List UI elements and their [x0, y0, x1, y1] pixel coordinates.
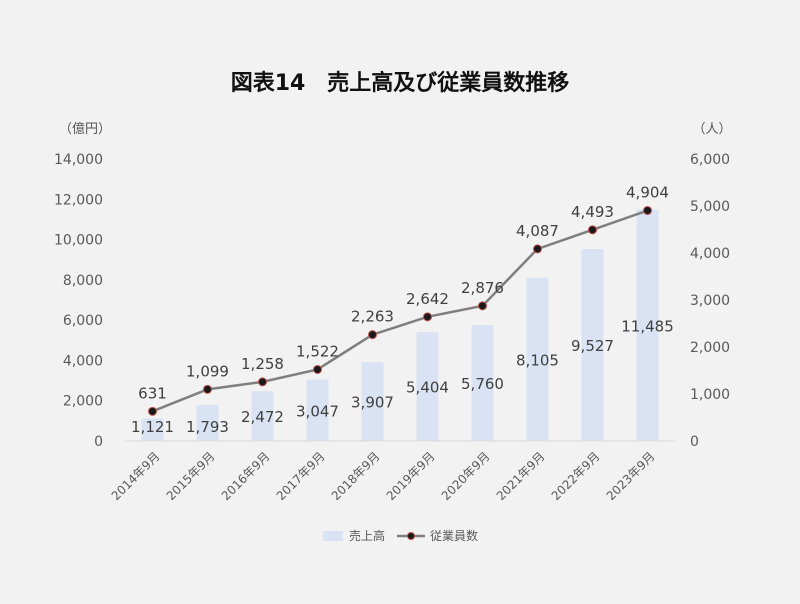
- bar: [196, 404, 219, 441]
- line-data-label: 2,263: [351, 308, 394, 326]
- x-tick-label: 2018年9月: [329, 449, 383, 503]
- bar-data-label: 9,527: [571, 337, 614, 355]
- bar: [361, 362, 384, 441]
- x-tick-label: 2019年9月: [384, 449, 438, 503]
- left-tick-label: 2,000: [63, 394, 103, 410]
- x-tick-label: 2023年9月: [604, 449, 658, 503]
- left-axis: 0 2,000 4,000 6,000 8,000 10,000 12,000 14,000: [54, 152, 103, 450]
- left-tick-label: 14,000: [54, 152, 103, 168]
- left-tick-label: 8,000: [63, 273, 103, 289]
- bar-series: 1,121 1,793 2,472 3,047 3,907 5,404 5,760 8,105…: [131, 209, 674, 441]
- bar-data-label: 5,404: [406, 379, 449, 397]
- bar: [581, 249, 604, 441]
- right-tick-label: 2,000: [690, 340, 730, 356]
- bar: [141, 418, 164, 441]
- line-data-label: 4,493: [571, 203, 614, 221]
- bar: [251, 391, 274, 441]
- left-tick-label: 0: [94, 434, 103, 450]
- right-tick-label: 6,000: [690, 152, 730, 168]
- x-tick-label: 2014年9月: [109, 449, 163, 503]
- right-tick-label: 0: [690, 434, 699, 450]
- legend-bar-swatch: [323, 531, 343, 541]
- right-tick-label: 3,000: [690, 293, 730, 309]
- bar: [416, 332, 439, 441]
- line-path: [152, 209, 648, 413]
- left-tick-label: 12,000: [54, 192, 103, 208]
- left-axis-unit: （億円）: [59, 121, 111, 137]
- bar-data-label: 1,121: [131, 418, 174, 436]
- legend: 売上高 従業員数: [323, 528, 478, 543]
- right-tick-label: 1,000: [690, 387, 730, 403]
- line-point: [203, 384, 212, 394]
- line-data-label: 2,642: [406, 290, 449, 308]
- chart-title: 図表14 売上高及び従業員数推移: [231, 70, 570, 96]
- bar-data-label: 8,105: [516, 351, 559, 369]
- line-series: 631 1,099 1,258 1,522 2,263 2,642 2,876 4,087 4,…: [138, 184, 669, 416]
- x-tick-label: 2016年9月: [219, 449, 273, 503]
- left-tick-label: 4,000: [63, 353, 103, 369]
- line-data-label: 631: [138, 384, 167, 402]
- right-axis: 0 1,000 2,000 3,000 4,000 5,000 6,000: [690, 152, 730, 450]
- line-point: [533, 244, 542, 254]
- line-point: [423, 312, 432, 322]
- line-data-label: 4,087: [516, 222, 559, 240]
- bar: [306, 379, 329, 441]
- right-tick-label: 5,000: [690, 199, 730, 215]
- bar-data-label: 11,485: [621, 317, 674, 335]
- line-point: [258, 377, 267, 387]
- x-tick-label: 2021年9月: [494, 449, 548, 503]
- left-tick-label: 10,000: [54, 233, 103, 249]
- line-data-label: 1,258: [241, 355, 284, 373]
- x-tick-label: 2017年9月: [274, 449, 328, 503]
- line-point: [148, 406, 157, 416]
- bar-data-label: 3,907: [351, 394, 394, 412]
- line-data-label: 1,099: [186, 362, 229, 380]
- bar-data-label: 2,472: [241, 408, 284, 426]
- left-tick-label: 6,000: [63, 313, 103, 329]
- line-data-label: 4,904: [626, 184, 669, 202]
- bar: [636, 209, 659, 441]
- legend-line-label: 従業員数: [430, 528, 478, 543]
- x-axis: 2014年9月 2015年9月 2016年9月 2017年9月 2018年9月 2019年…: [109, 449, 658, 503]
- bar: [471, 324, 494, 441]
- x-tick-label: 2022年9月: [549, 449, 603, 503]
- bar: [526, 277, 549, 441]
- line-data-label: 1,522: [296, 342, 339, 360]
- legend-bar-label: 売上高: [349, 528, 385, 543]
- x-tick-label: 2015年9月: [164, 449, 218, 503]
- bar-data-label: 1,793: [186, 418, 229, 436]
- line-point: [478, 301, 487, 311]
- right-tick-label: 4,000: [690, 246, 730, 262]
- line-point: [588, 225, 597, 235]
- bar-data-label: 3,047: [296, 402, 339, 420]
- right-axis-unit: （人）: [692, 122, 731, 137]
- legend-line-marker: [407, 532, 415, 540]
- x-tick-label: 2020年9月: [439, 449, 493, 503]
- line-point: [368, 330, 377, 340]
- line-point: [643, 206, 652, 216]
- line-data-label: 2,876: [461, 279, 504, 297]
- bar-data-label: 5,760: [461, 375, 504, 393]
- line-point: [313, 364, 322, 374]
